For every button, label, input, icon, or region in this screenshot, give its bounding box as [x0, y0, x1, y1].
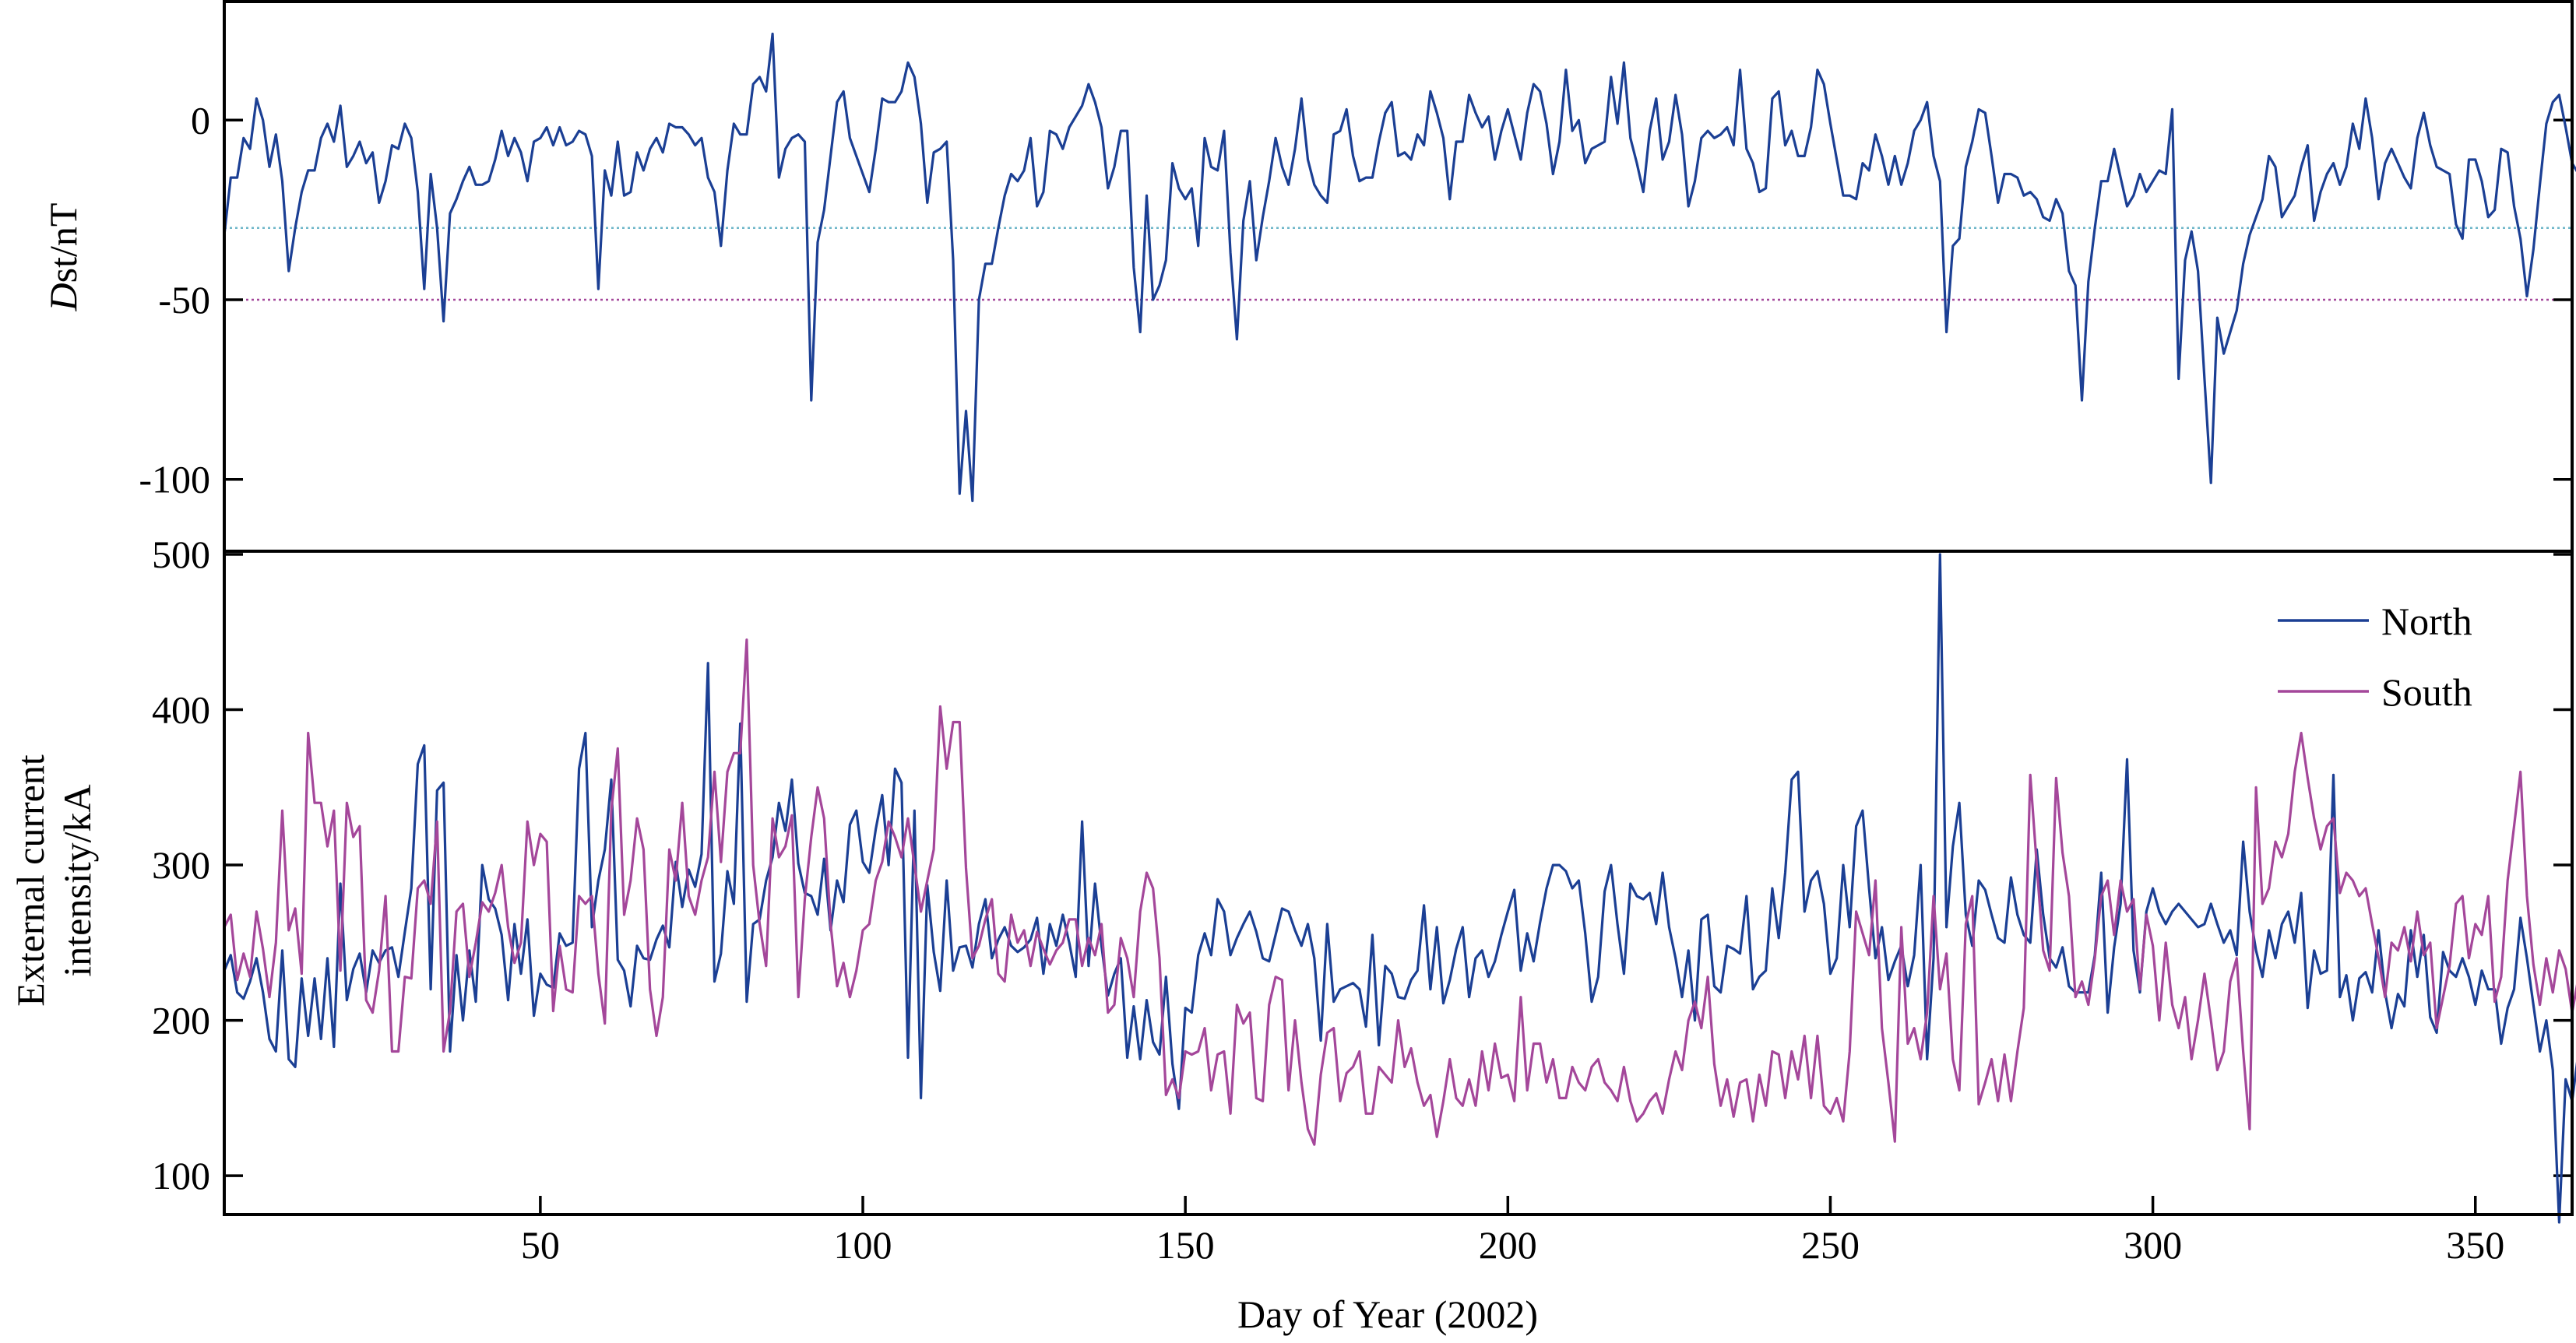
current-y-ticks: 100 200 300 400 500 [152, 533, 2572, 1197]
legend-south-label: South [2381, 670, 2472, 714]
current-x-ticks: 50 100 150 200 250 300 350 [521, 1196, 2504, 1267]
current-y-tick-label: 500 [152, 533, 210, 576]
dst-y-axis-title: Dst/nT [41, 203, 85, 312]
dst-y-tick-label: -50 [158, 278, 210, 322]
current-y-tick-label: 400 [152, 688, 210, 732]
dst-panel: 0 -50 -100 Dst/nT [41, 32, 2576, 503]
dst-series-group [223, 32, 2576, 503]
x-axis-title: Day of Year (2002) [1237, 1292, 1538, 1336]
x-tick-label: 300 [2124, 1223, 2182, 1267]
dst-reference-lines [224, 227, 2572, 301]
dst-y-ticks: 0 -50 -100 [139, 98, 2572, 501]
current-series-group [223, 553, 2576, 1224]
current-series-line-south [223, 638, 2576, 1146]
legend: North South [2278, 599, 2472, 714]
dst-y-tick-label: 0 [191, 98, 210, 142]
dst-series-line-0 [223, 32, 2576, 503]
x-tick-label: 200 [1479, 1223, 1537, 1267]
legend-north-label: North [2381, 599, 2472, 643]
x-tick-label: 250 [1801, 1223, 1860, 1267]
x-tick-label: 150 [1156, 1223, 1215, 1267]
current-y-axis-title-line2: intensity/kA [55, 784, 99, 976]
x-tick-label: 100 [834, 1223, 892, 1267]
current-y-tick-label: 100 [152, 1154, 210, 1197]
current-y-axis-title: External currentintensity/kA [9, 754, 99, 1007]
current-series-line-north [223, 553, 2576, 1224]
dst-y-tick-label: -100 [139, 458, 210, 501]
current-y-axis-title-line1: External current [9, 754, 52, 1007]
current-panel: 100 200 300 400 500 50 100 150 200 250 300 350 Ext… [9, 533, 2576, 1336]
current-y-tick-label: 200 [152, 999, 210, 1042]
plot-frame [223, 0, 2574, 1216]
x-tick-label: 350 [2446, 1223, 2504, 1267]
x-tick-label: 50 [521, 1223, 560, 1267]
dst-y-axis-title-italic: D [41, 283, 85, 311]
dst-y-axis-title-rest: st/nT [41, 203, 85, 283]
current-y-tick-label: 300 [152, 843, 210, 887]
